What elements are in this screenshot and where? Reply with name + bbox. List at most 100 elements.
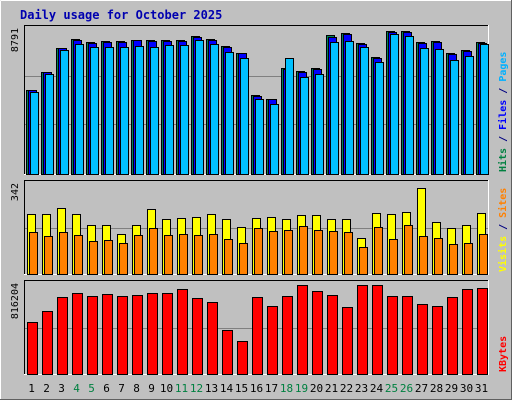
x-tick-label-day-25: 25 <box>385 382 398 395</box>
bar-kbytes-day-9 <box>147 293 158 375</box>
bar-kbytes-day-13 <box>207 302 218 375</box>
bar-sites-day-29 <box>449 244 458 275</box>
bar-sites-day-24 <box>374 227 383 275</box>
x-tick-label-day-9: 9 <box>148 382 155 395</box>
x-tick-label-day-11: 11 <box>175 382 188 395</box>
bar-sites-day-14 <box>224 239 233 275</box>
panels-layer: 8791 Hits / Files / Pages 342 Visits / Site… <box>10 25 509 375</box>
side-label-part: / <box>498 82 509 100</box>
bar-pages-day-18 <box>285 58 294 175</box>
x-tick-label-day-16: 16 <box>250 382 263 395</box>
bar-kbytes-day-31 <box>477 288 488 375</box>
side-label-part: / <box>498 130 509 148</box>
bar-sites-day-22 <box>344 232 353 275</box>
bar-kbytes-day-8 <box>132 295 143 375</box>
panel-ymax-label: 8791 <box>10 28 21 52</box>
bar-kbytes-day-28 <box>432 306 443 375</box>
x-tick-label-day-30: 30 <box>460 382 473 395</box>
chart-title: Daily usage for October 2025 <box>20 8 222 22</box>
bar-pages-day-11 <box>180 45 189 175</box>
x-tick-label-day-6: 6 <box>103 382 110 395</box>
x-tick-label-day-8: 8 <box>133 382 140 395</box>
bar-pages-day-15 <box>240 58 249 175</box>
x-tick-label-day-17: 17 <box>265 382 278 395</box>
bar-kbytes-day-5 <box>87 296 98 375</box>
bar-sites-day-25 <box>389 239 398 275</box>
x-tick-label-day-31: 31 <box>475 382 488 395</box>
x-tick-label-day-5: 5 <box>88 382 95 395</box>
bar-sites-day-4 <box>74 235 83 275</box>
bar-sites-day-3 <box>59 232 68 275</box>
bar-kbytes-day-2 <box>42 311 53 375</box>
bar-sites-day-30 <box>464 243 473 275</box>
bar-sites-day-27 <box>419 236 428 275</box>
x-tick-label-day-1: 1 <box>28 382 35 395</box>
bar-pages-day-29 <box>450 60 459 175</box>
bar-sites-day-5 <box>89 241 98 275</box>
bar-sites-day-28 <box>434 238 443 275</box>
side-label-part: Files <box>497 100 509 130</box>
bar-pages-day-13 <box>210 44 219 175</box>
x-tick-label-day-14: 14 <box>220 382 234 395</box>
panel-side-label: Visits / Sites <box>497 188 509 272</box>
bar-pages-day-3 <box>60 50 69 175</box>
bar-pages-day-19 <box>300 77 309 175</box>
bar-pages-day-7 <box>120 47 129 175</box>
bar-kbytes-day-26 <box>402 296 413 375</box>
x-tick-label-day-15: 15 <box>235 382 248 395</box>
x-tick-label-day-10: 10 <box>160 382 173 395</box>
x-tick-label-day-7: 7 <box>118 382 125 395</box>
bar-sites-day-6 <box>104 240 113 275</box>
x-tick-label-day-12: 12 <box>190 382 203 395</box>
bar-sites-day-17 <box>269 231 278 275</box>
bar-pages-day-8 <box>135 46 144 175</box>
panel-ymax-label: 342 <box>10 183 21 201</box>
panel-kbytes: 816204 KBytes <box>10 280 509 375</box>
bar-pages-day-2 <box>45 74 54 175</box>
panel-requests: 8791 Hits / Files / Pages <box>10 25 509 175</box>
x-tick-label-day-3: 3 <box>58 382 65 395</box>
bar-sites-day-21 <box>329 231 338 275</box>
bar-pages-day-22 <box>345 41 354 175</box>
bar-pages-day-10 <box>165 45 174 175</box>
bar-sites-day-31 <box>479 234 488 275</box>
x-tick-label-day-24: 24 <box>370 382 384 395</box>
x-axis: 1 2 3 4 5 6 7 8 9 10 11 12 13 14 15 16 17 18 19 20 21 22 23 24 2… <box>28 382 488 395</box>
x-tick-label-day-23: 23 <box>355 382 368 395</box>
bar-kbytes-day-14 <box>222 330 233 375</box>
bar-kbytes-day-19 <box>297 285 308 375</box>
bar-pages-day-25 <box>390 34 399 175</box>
bar-kbytes-day-11 <box>177 289 188 375</box>
bar-kbytes-day-10 <box>162 293 173 375</box>
bar-kbytes-day-1 <box>27 322 38 375</box>
bar-kbytes-day-21 <box>327 295 338 375</box>
side-label-part: Pages <box>498 52 509 82</box>
bar-kbytes-day-18 <box>282 296 293 375</box>
bar-pages-day-1 <box>30 92 39 175</box>
x-tick-label-day-13: 13 <box>205 382 218 395</box>
bar-sites-day-9 <box>149 228 158 275</box>
side-label-part: Sites <box>497 188 509 218</box>
x-tick-label-day-26: 26 <box>400 382 413 395</box>
panel-ymax-label: 816204 <box>10 283 21 319</box>
bar-kbytes-day-3 <box>57 297 68 375</box>
bar-sites-day-18 <box>284 230 293 275</box>
x-tick-label-day-2: 2 <box>43 382 50 395</box>
bar-kbytes-day-4 <box>72 293 83 375</box>
bar-pages-day-24 <box>375 62 384 175</box>
panel-side-label: Hits / Files / Pages <box>497 52 509 172</box>
x-tick-label-day-20: 20 <box>310 382 323 395</box>
bar-kbytes-day-29 <box>447 297 458 375</box>
x-tick-label-day-18: 18 <box>280 382 293 395</box>
bar-kbytes-day-7 <box>117 296 128 375</box>
bar-sites-day-23 <box>359 247 368 275</box>
bar-kbytes-day-15 <box>237 341 248 375</box>
bar-sites-day-11 <box>179 234 188 275</box>
bar-sites-day-12 <box>194 235 203 275</box>
bar-pages-day-6 <box>105 47 114 175</box>
bar-sites-day-20 <box>314 230 323 275</box>
panel-visitors: 342 Visits / Sites <box>10 180 509 275</box>
bar-sites-day-7 <box>119 243 128 275</box>
bar-sites-day-13 <box>209 234 218 275</box>
